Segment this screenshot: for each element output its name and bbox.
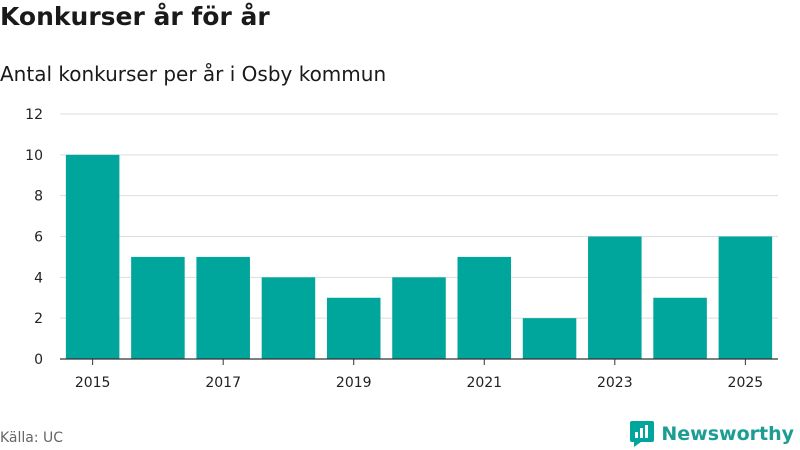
newsworthy-logo-icon: [630, 421, 655, 447]
bar-2023: [588, 236, 642, 359]
chart-title: Konkurser år för år: [0, 2, 270, 31]
brand-logo: Newsworthy: [629, 419, 794, 449]
x-tick-label: 2021: [466, 375, 502, 391]
x-tick-label: 2019: [336, 375, 372, 391]
x-tick-label: 2015: [75, 375, 111, 391]
bar-2024: [653, 297, 707, 359]
y-tick-label: 8: [34, 189, 43, 205]
brand-name: Newsworthy: [661, 423, 794, 445]
y-tick-label: 10: [25, 148, 43, 164]
y-tick-label: 2: [34, 311, 43, 327]
x-tick-label: 2017: [205, 375, 241, 391]
bar-2025: [718, 236, 773, 359]
bar-2018: [261, 277, 316, 359]
source-note: Källa: UC: [0, 430, 64, 446]
chart-subtitle: Antal konkurser per år i Osby kommun: [0, 62, 387, 86]
x-tick-label: 2025: [728, 375, 764, 391]
x-tick-label: 2023: [597, 375, 633, 391]
y-tick-label: 0: [34, 352, 43, 368]
bar-2022: [522, 318, 577, 359]
bar-2017: [196, 256, 250, 359]
bar-2016: [131, 256, 185, 359]
y-tick-label: 6: [34, 230, 43, 246]
bar-2021: [457, 256, 512, 359]
bar-2020: [392, 277, 446, 359]
y-tick-label: 12: [25, 107, 43, 123]
bars: [65, 154, 773, 359]
y-tick-label: 4: [34, 270, 43, 286]
bar-2019: [326, 297, 381, 359]
bar-2015: [65, 154, 120, 359]
axes: 0 2 4 6 8 10 12 2015 2017 2019 2021 2023 2025: [25, 107, 778, 391]
